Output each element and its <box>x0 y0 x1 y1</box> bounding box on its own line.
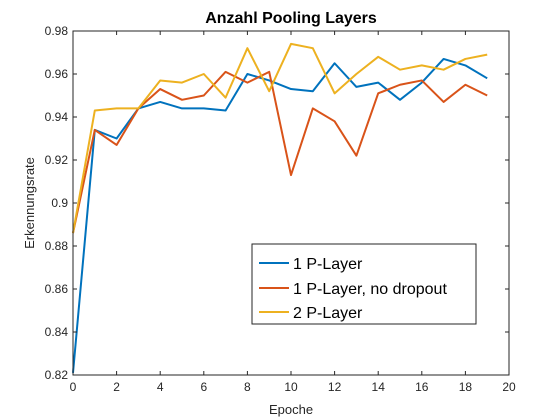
x-tick-label: 10 <box>284 380 298 394</box>
y-tick-label: 0.86 <box>45 282 69 296</box>
x-tick-label: 4 <box>157 380 164 394</box>
y-tick-label: 0.98 <box>45 24 69 38</box>
legend: 1 P-Layer 1 P-Layer, no dropout 2 P-Laye… <box>251 243 477 325</box>
chart-title: Anzahl Pooling Layers <box>205 10 377 27</box>
legend-box <box>251 243 477 325</box>
y-tick-label: 0.96 <box>45 67 69 81</box>
x-tick-label: 0 <box>70 380 77 394</box>
series-line-1-p-layer <box>72 57 488 373</box>
legend-label-1-p-layer: 1 P-Layer <box>293 256 363 273</box>
legend-label-2-p-layer: 2 P-Layer <box>293 305 363 322</box>
y-tick-label: 0.92 <box>45 153 69 167</box>
x-tick-label: 14 <box>372 380 386 394</box>
x-tick-label: 18 <box>459 380 473 394</box>
x-tick-label: 12 <box>328 380 342 394</box>
ticks-layer: 0 2 4 6 8 10 12 14 16 18 20 0.82 0.84 0.86 0.88 0.9 0.92… <box>45 24 516 394</box>
y-axis-label: Erkennungsrate <box>22 157 37 249</box>
series-line-2-p-layer <box>72 42 488 234</box>
x-tick-label: 8 <box>244 380 251 394</box>
y-tick-label: 0.82 <box>45 368 69 382</box>
x-tick-label: 6 <box>200 380 207 394</box>
y-tick-label: 0.84 <box>45 325 69 339</box>
y-tick-label: 0.9 <box>51 196 68 210</box>
x-tick-label: 2 <box>113 380 120 394</box>
x-axis-label: Epoche <box>269 402 313 417</box>
x-tick-label: 20 <box>502 380 516 394</box>
series-layer <box>72 42 488 373</box>
y-tick-label: 0.94 <box>45 110 69 124</box>
legend-label-1-p-layer-no-dropout: 1 P-Layer, no dropout <box>293 281 447 298</box>
x-tick-label: 16 <box>415 380 429 394</box>
y-tick-label: 0.88 <box>45 239 69 253</box>
